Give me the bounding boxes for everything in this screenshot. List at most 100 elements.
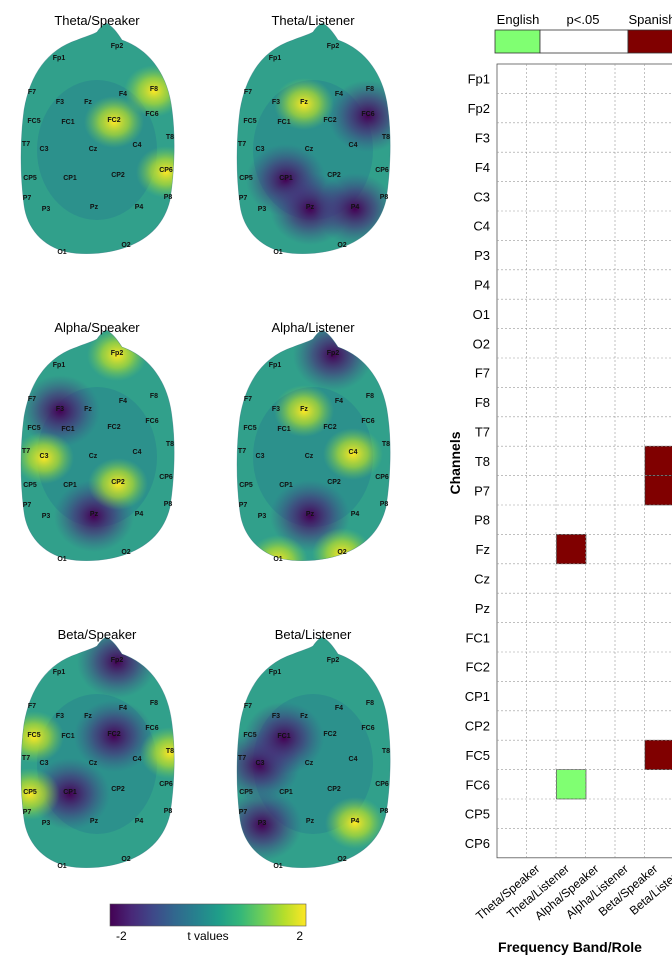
row-label-cp2: CP2 [465, 719, 490, 734]
row-label-f7: F7 [475, 366, 490, 381]
electrode-label-f3: F3 [272, 713, 280, 720]
electrode-label-fc2: FC2 [107, 424, 120, 431]
electrode-label-t7: T7 [22, 755, 30, 762]
electrode-label-fp1: Fp1 [269, 55, 282, 62]
electrode-label-c3: C3 [256, 760, 265, 767]
electrode-label-fc2: FC2 [323, 117, 336, 124]
row-label-c3: C3 [473, 189, 490, 204]
electrode-label-p4: P4 [351, 204, 360, 211]
row-label-fc2: FC2 [465, 660, 490, 675]
row-label-o2: O2 [473, 336, 490, 351]
row-label-fc5: FC5 [465, 748, 490, 763]
row-label-cz: Cz [474, 572, 490, 587]
electrode-label-t7: T7 [22, 141, 30, 148]
electrode-label-c4: C4 [349, 756, 358, 763]
row-label-fc6: FC6 [465, 777, 490, 792]
hot-region-fc5 [21, 711, 64, 763]
electrode-label-p3: P3 [42, 206, 51, 213]
hot-region-fc2 [84, 96, 144, 148]
electrode-label-cp2: CP2 [327, 786, 341, 793]
row-label-o1: O1 [473, 307, 490, 322]
electrode-label-fc6: FC6 [361, 418, 374, 425]
topomap-panel: Theta/Speaker Fp1 Fp2 F7 F3 Fz F4 F8 FC5 FC1 FC2 FC… [20, 13, 391, 870]
electrode-label-pz: Pz [306, 204, 315, 211]
electrode-label-p3: P3 [258, 513, 267, 520]
electrode-label-t7: T7 [238, 448, 246, 455]
row-label-fc1: FC1 [465, 630, 490, 645]
cell-fc5-beta-speaker [644, 739, 672, 770]
electrode-label-fp1: Fp1 [269, 362, 282, 369]
hot-region-t8 [140, 727, 175, 779]
electrode-label-p4: P4 [135, 204, 144, 211]
colorbar-label: t values [187, 929, 228, 943]
electrode-label-t8: T8 [382, 441, 390, 448]
row-label-cp5: CP5 [465, 807, 490, 822]
electrode-label-cp1: CP1 [279, 482, 293, 489]
electrode-label-fp2: Fp2 [327, 43, 340, 50]
map-title: Theta/Speaker [54, 13, 140, 28]
electrode-label-fc1: FC1 [277, 426, 290, 433]
electrode-label-fp1: Fp1 [53, 669, 66, 676]
row-label-cp1: CP1 [465, 689, 490, 704]
row-label-f8: F8 [475, 395, 490, 410]
row-label-pz: Pz [475, 601, 490, 616]
electrode-label-f8: F8 [150, 700, 158, 707]
electrode-label-cp5: CP5 [23, 175, 37, 182]
electrode-label-f4: F4 [335, 398, 343, 405]
colorbar-gradient [109, 903, 307, 927]
electrode-label-c3: C3 [256, 146, 265, 153]
electrode-label-f3: F3 [272, 406, 280, 413]
legend-swatch-english [494, 29, 541, 54]
electrode-label-p4: P4 [135, 818, 144, 825]
electrode-label-o1: O1 [57, 556, 66, 563]
electrode-label-p7: P7 [239, 809, 248, 816]
electrode-label-p3: P3 [258, 820, 267, 827]
topomap-alpha-listener: Alpha/Listener Fp1 Fp2 F7 F3 Fz F4 F8 FC5 FC1 FC2 F… [236, 320, 391, 563]
electrode-label-p8: P8 [380, 501, 389, 508]
legend-label-english: English [497, 12, 540, 27]
hot-region-fz [274, 385, 334, 437]
electrode-label-c4: C4 [133, 142, 142, 149]
map-title: Beta/Speaker [58, 627, 137, 642]
electrode-label-p3: P3 [42, 820, 51, 827]
electrode-label-fc1: FC1 [277, 119, 290, 126]
electrode-label-fc2: FC2 [323, 731, 336, 738]
electrode-label-p8: P8 [380, 808, 389, 815]
electrode-label-fc1: FC1 [61, 426, 74, 433]
map-title: Alpha/Speaker [54, 320, 140, 335]
electrode-label-c4: C4 [349, 449, 358, 456]
electrode-label-fc1: FC1 [61, 119, 74, 126]
electrode-label-p4: P4 [351, 818, 360, 825]
map-title: Alpha/Listener [271, 320, 355, 335]
electrode-label-f8: F8 [366, 86, 374, 93]
electrode-label-p4: P4 [135, 511, 144, 518]
colorbar-min-label: -2 [116, 929, 127, 943]
electrode-label-o1: O1 [273, 249, 282, 256]
hot-region-c3 [21, 432, 74, 484]
electrode-label-f8: F8 [366, 700, 374, 707]
electrode-label-p7: P7 [23, 809, 32, 816]
electrode-label-cp1: CP1 [63, 482, 77, 489]
electrode-label-o2: O2 [121, 856, 130, 863]
electrode-label-cp6: CP6 [375, 781, 389, 788]
electrode-label-fc6: FC6 [145, 418, 158, 425]
electrode-label-fz: Fz [84, 713, 92, 720]
cell-p7-beta-speaker [644, 475, 672, 506]
electrode-label-cp6: CP6 [159, 167, 173, 174]
electrode-label-p7: P7 [239, 502, 248, 509]
electrode-label-fc2: FC2 [323, 424, 336, 431]
electrode-label-f3: F3 [56, 713, 64, 720]
electrode-label-p3: P3 [258, 206, 267, 213]
electrode-label-f4: F4 [119, 398, 127, 405]
electrode-label-o1: O1 [273, 556, 282, 563]
row-label-f4: F4 [475, 160, 490, 175]
electrode-label-c3: C3 [40, 146, 49, 153]
electrode-label-cp5: CP5 [239, 482, 253, 489]
topomap-beta-speaker: Beta/Speaker Fp1 Fp2 F7 F3 Fz F4 F8 FC5 FC1 FC2 FC6… [20, 627, 175, 870]
electrode-label-c3: C3 [256, 453, 265, 460]
grid-frame [496, 63, 672, 859]
cell-fz-theta-listener [556, 534, 587, 565]
row-label-fz: Fz [476, 542, 490, 557]
electrode-label-f8: F8 [150, 393, 158, 400]
cold-region-fc1 [244, 702, 324, 774]
